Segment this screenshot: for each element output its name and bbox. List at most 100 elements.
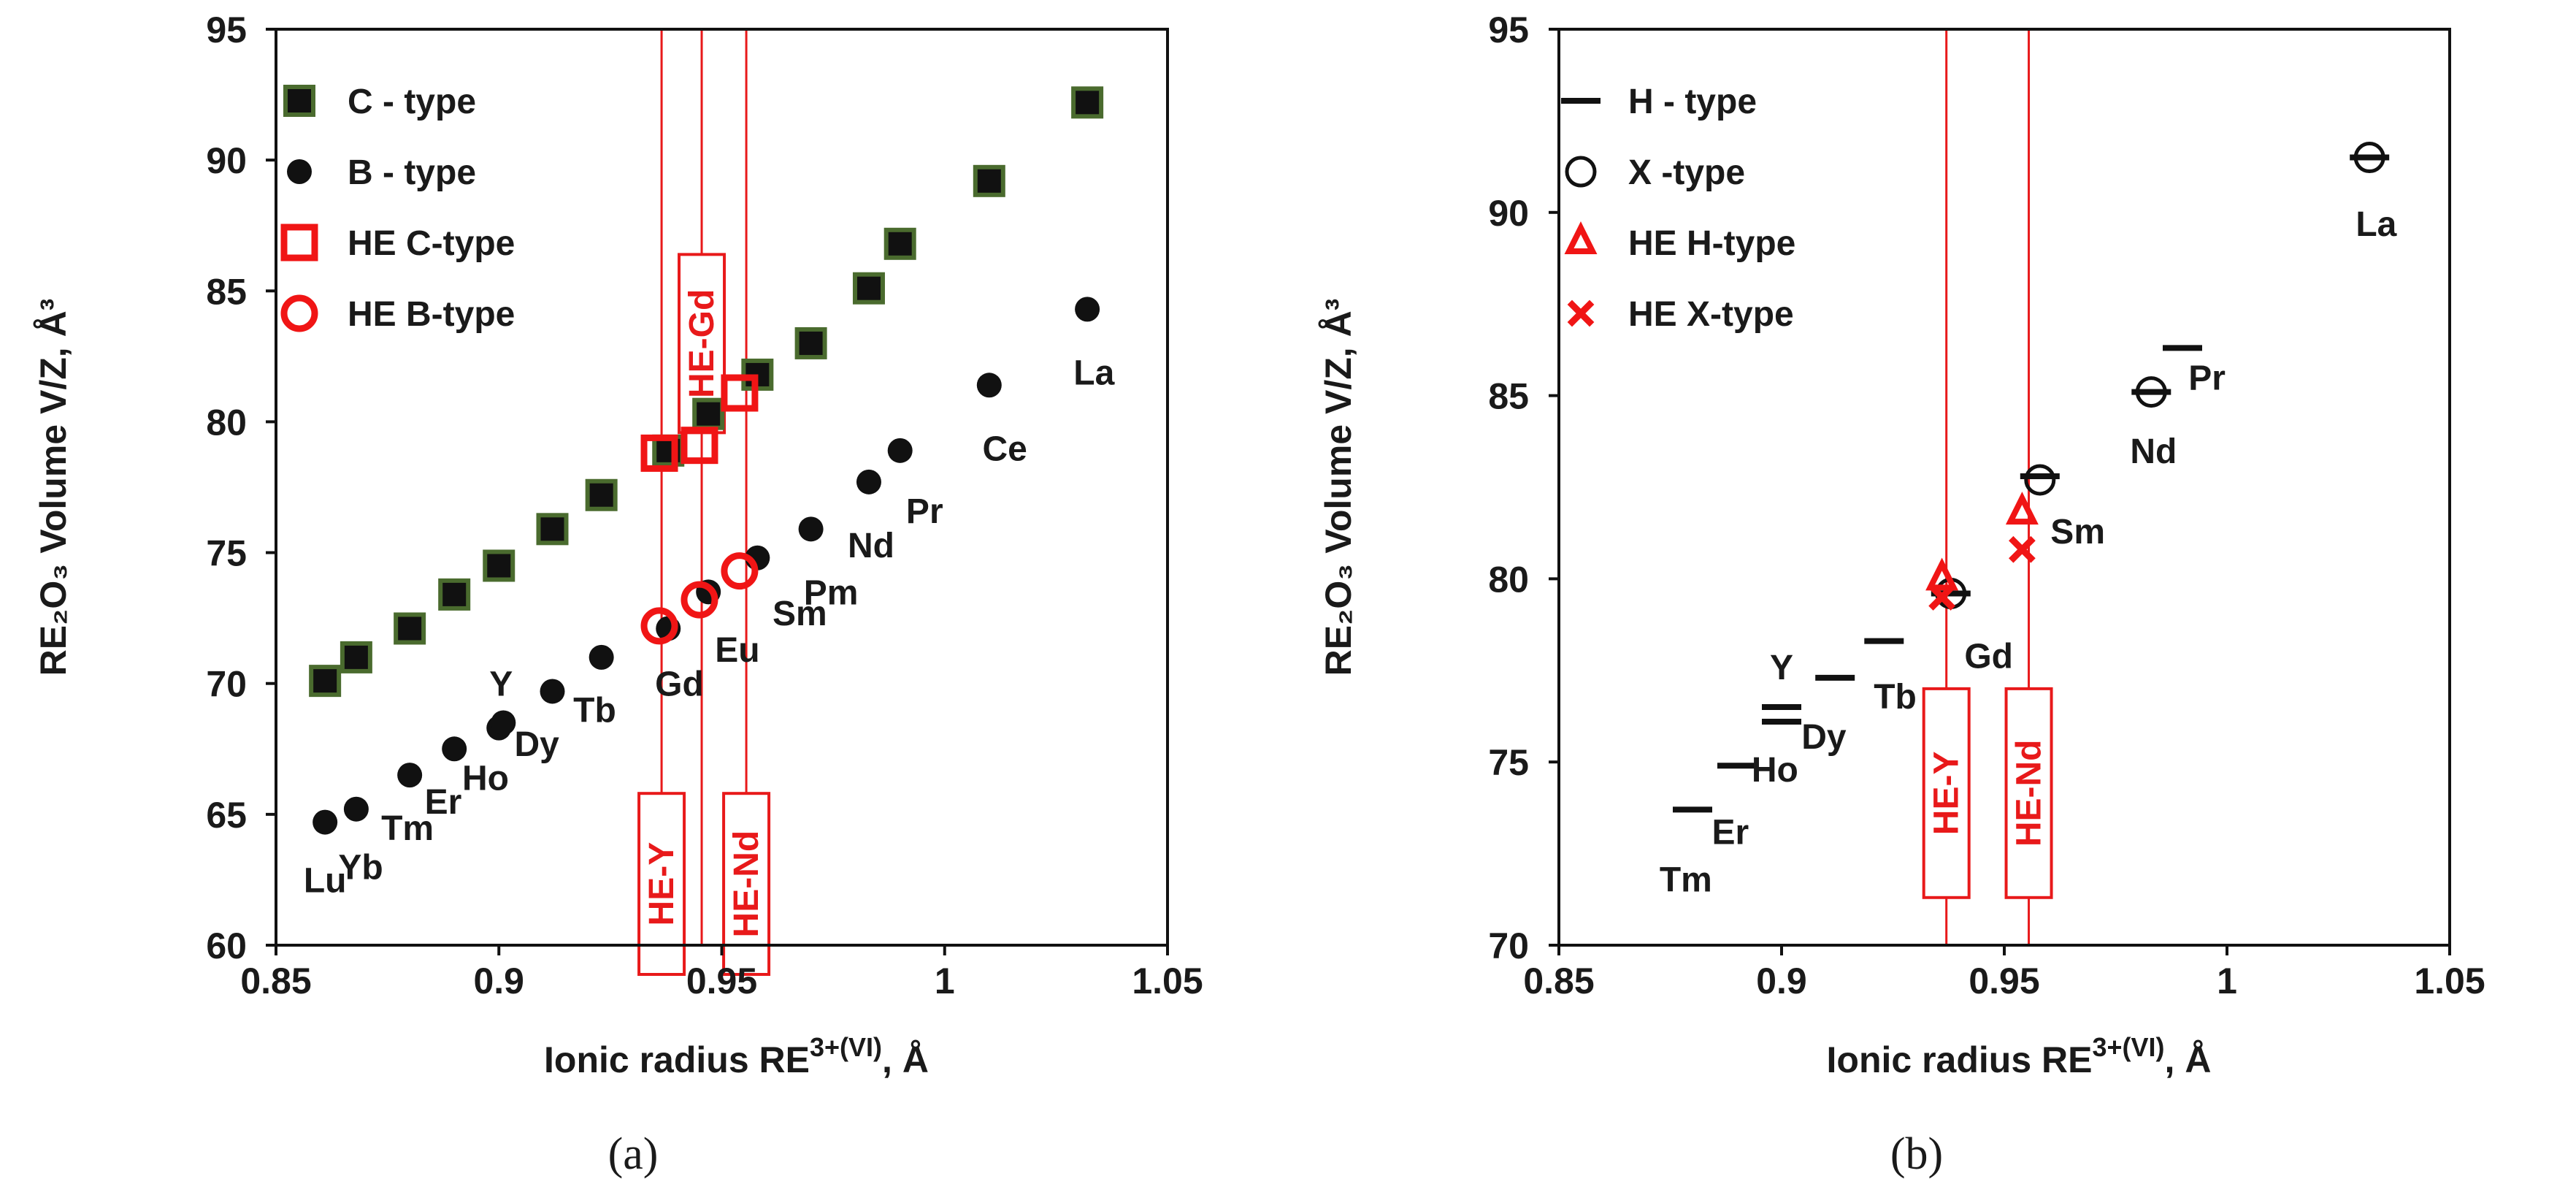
y-tick-label: 60	[206, 925, 247, 966]
element-label: Gd	[1964, 638, 2013, 676]
element-label: Pr	[2188, 359, 2226, 398]
element-label: Tm	[1660, 861, 1712, 900]
y-tick-label: 70	[1488, 925, 1529, 966]
x-tick-label: 1.05	[1132, 961, 1203, 1001]
element-label: Tm	[381, 809, 434, 848]
legend-label: C - type	[348, 83, 476, 121]
reference-lines: HE-Y HE-Nd	[1922, 29, 2053, 945]
y-axis-ticks: 70 75 80 85 90 95	[1488, 9, 1559, 966]
legend-symbol	[1564, 221, 1598, 254]
element-label: Pr	[906, 492, 943, 531]
x-tick-label: 0.9	[1756, 961, 1807, 1001]
legend: H - type X -type HE H-type HE X-type	[1561, 83, 1795, 334]
y-tick-label: 95	[206, 9, 247, 50]
data-point	[589, 644, 614, 670]
data-point	[438, 578, 471, 611]
x-axis-label-superscript: 3+(VI)	[810, 1032, 882, 1062]
x-axis-label: Ionic radius RE3+(VI), Å	[544, 1032, 929, 1080]
series-c-type	[309, 86, 1104, 698]
series-he-b-type	[640, 552, 759, 645]
data-point	[340, 641, 372, 673]
legend-marker	[280, 294, 318, 332]
data-point	[852, 272, 885, 305]
x-axis-label-unit: , Å	[2165, 1039, 2212, 1080]
data-point	[2009, 535, 2036, 563]
y-tick-label: 95	[1488, 9, 1529, 50]
legend-label: H - type	[1628, 83, 1757, 121]
x-axis-label-unit: , Å	[882, 1039, 929, 1080]
reference-label: HE-Gd	[683, 289, 721, 398]
element-label: Nd	[848, 527, 894, 565]
y-tick-label: 90	[1488, 193, 1529, 234]
element-label: Tb	[573, 692, 616, 730]
reference-label: HE-Y	[643, 842, 681, 926]
legend-symbol	[280, 294, 318, 332]
data-point	[721, 552, 759, 590]
element-label: La	[2355, 205, 2396, 244]
legend-label: HE B-type	[348, 295, 515, 334]
legend-label: X -type	[1628, 153, 1745, 192]
element-label: Ho	[1752, 751, 1798, 790]
reference-label: HE-Nd	[727, 831, 766, 938]
y-tick-label: 80	[1488, 559, 1529, 600]
data-point	[309, 665, 342, 698]
legend-label: HE X-type	[1628, 295, 1794, 334]
data-point	[887, 438, 913, 463]
data-point	[313, 809, 338, 835]
element-label: La	[1073, 354, 1114, 392]
x-tick-label: 0.95	[686, 961, 757, 1001]
element-label: Pm	[804, 573, 859, 612]
element-label: Gd	[655, 665, 704, 704]
y-axis-ticks: 60 65 70 75 80 85 90 95	[206, 9, 276, 966]
reference-label-box	[1922, 687, 1971, 899]
x-axis-label-main: Ionic radius RE	[1827, 1039, 2093, 1080]
x-tick-label: 0.9	[473, 961, 524, 1001]
data-point	[394, 612, 426, 645]
series-x-type	[1935, 142, 2385, 609]
legend-label: B - type	[348, 153, 476, 192]
data-point	[2135, 376, 2167, 408]
x-tick-label: 1.05	[2414, 961, 2485, 1001]
legend-label: HE H-type	[1628, 224, 1795, 263]
y-tick-label: 90	[206, 140, 247, 181]
element-label: Nd	[2130, 432, 2177, 471]
legend-marker	[1567, 299, 1595, 327]
data-point	[681, 581, 718, 619]
data-point	[1071, 86, 1104, 119]
y-axis-label: RE₂O₃ Volume V/Z, Å³	[1318, 299, 1359, 676]
data-point	[640, 434, 678, 472]
legend-symbol	[1567, 299, 1595, 327]
x-tick-label: 0.95	[1969, 961, 2039, 1001]
series-b-type	[313, 297, 1100, 835]
element-label: Sm	[773, 595, 827, 633]
x-axis-ticks: 0.85 0.9 0.95 1 1.05	[1523, 945, 2485, 1001]
data-point	[491, 710, 516, 736]
x-axis-label-superscript: 3+(VI)	[2093, 1032, 2165, 1062]
legend-marker	[283, 85, 315, 117]
data-point	[536, 513, 569, 546]
element-label: Ho	[462, 760, 509, 798]
data-point	[343, 796, 369, 822]
legend-marker	[1564, 221, 1598, 254]
series-he-h-type	[1925, 492, 2039, 591]
x-tick-label: 1	[935, 961, 955, 1001]
data-point	[1075, 297, 1100, 322]
x-tick-label: 1	[2217, 961, 2237, 1001]
element-label: Tb	[1874, 678, 1917, 717]
y-axis-label: RE₂O₃ Volume V/Z, Å³	[33, 299, 74, 676]
element-label: Sm	[2050, 513, 2105, 551]
element-label: Er	[425, 783, 462, 822]
data-point	[973, 164, 1005, 197]
data-point	[540, 679, 565, 704]
legend-symbol	[1565, 156, 1597, 188]
reference-lines: HE-Y HE-Gd HE-Nd	[637, 29, 771, 977]
reference-label-box	[2004, 687, 2053, 899]
element-label: Dy	[1801, 718, 1847, 757]
data-point	[692, 397, 725, 430]
element-label: Yb	[338, 849, 383, 887]
